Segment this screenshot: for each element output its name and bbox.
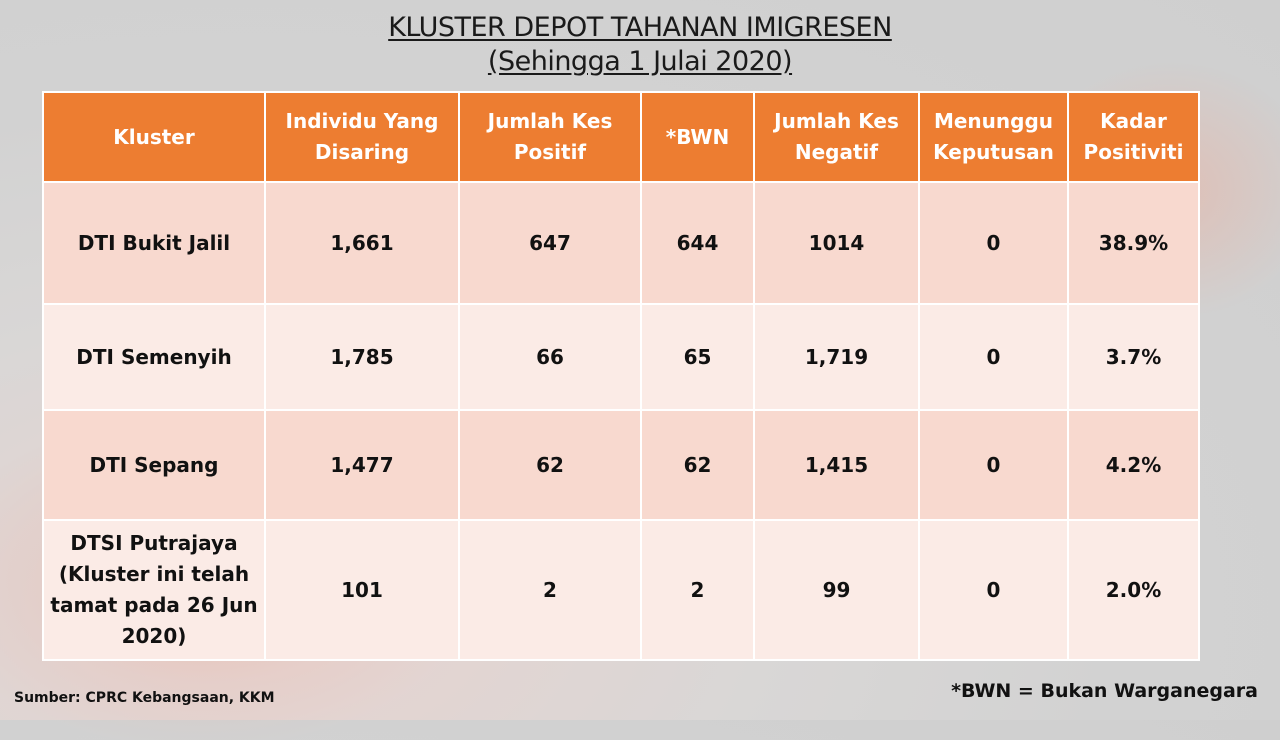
header-bwn: *BWN bbox=[640, 91, 755, 183]
table-header-row: Kluster Individu Yang Disaring Jumlah Ke… bbox=[42, 91, 1200, 183]
cell-individu-disaring: 1,661 bbox=[264, 181, 460, 305]
cell-bwn: 2 bbox=[640, 519, 755, 661]
cell-menunggu-keputusan: 0 bbox=[918, 409, 1069, 521]
cell-bwn: 65 bbox=[640, 303, 755, 411]
header-kes-positif: Jumlah Kes Positif bbox=[458, 91, 642, 183]
cell-kes-negatif: 1014 bbox=[753, 181, 920, 305]
cell-kes-negatif: 99 bbox=[753, 519, 920, 661]
bwn-footnote: *BWN = Bukan Warganegara bbox=[951, 680, 1258, 702]
header-kluster: Kluster bbox=[42, 91, 266, 183]
header-kes-negatif: Jumlah Kes Negatif bbox=[753, 91, 920, 183]
cell-kes-negatif: 1,415 bbox=[753, 409, 920, 521]
page-subtitle: (Sehingga 1 Julai 2020) bbox=[487, 46, 793, 77]
header-kadar-positiviti: Kadar Positiviti bbox=[1067, 91, 1200, 183]
cell-kadar-positiviti: 2.0% bbox=[1067, 519, 1200, 661]
cell-bwn: 644 bbox=[640, 181, 755, 305]
cell-individu-disaring: 101 bbox=[264, 519, 460, 661]
cluster-table: Kluster Individu Yang Disaring Jumlah Ke… bbox=[42, 91, 1200, 661]
cell-menunggu-keputusan: 0 bbox=[918, 181, 1069, 305]
header-menunggu-keputusan: Menunggu Keputusan bbox=[918, 91, 1069, 183]
table-row: DTI Bukit Jalil 1,661 647 644 1014 0 38.… bbox=[42, 181, 1200, 305]
cell-individu-disaring: 1,785 bbox=[264, 303, 460, 411]
cell-kluster: DTI Semenyih bbox=[42, 303, 266, 411]
cell-kes-positif: 62 bbox=[458, 409, 642, 521]
cell-kadar-positiviti: 38.9% bbox=[1067, 181, 1200, 305]
cell-kes-negatif: 1,719 bbox=[753, 303, 920, 411]
header-individu-disaring: Individu Yang Disaring bbox=[264, 91, 460, 183]
table-row: DTI Sepang 1,477 62 62 1,415 0 4.2% bbox=[42, 409, 1200, 521]
cell-menunggu-keputusan: 0 bbox=[918, 303, 1069, 411]
table-row: DTSI Putrajaya (Kluster ini telah tamat … bbox=[42, 519, 1200, 661]
cell-kes-positif: 647 bbox=[458, 181, 642, 305]
cell-kluster: DTI Sepang bbox=[42, 409, 266, 521]
table-row: DTI Semenyih 1,785 66 65 1,719 0 3.7% bbox=[42, 303, 1200, 411]
cell-menunggu-keputusan: 0 bbox=[918, 519, 1069, 661]
cell-kluster: DTSI Putrajaya (Kluster ini telah tamat … bbox=[42, 519, 266, 661]
cell-kluster: DTI Bukit Jalil bbox=[42, 181, 266, 305]
page-title: KLUSTER DEPOT TAHANAN IMIGRESEN bbox=[388, 12, 892, 43]
cell-kes-positif: 66 bbox=[458, 303, 642, 411]
source-note: Sumber: CPRC Kebangsaan, KKM bbox=[14, 690, 275, 706]
cell-bwn: 62 bbox=[640, 409, 755, 521]
cell-kadar-positiviti: 4.2% bbox=[1067, 409, 1200, 521]
cell-kes-positif: 2 bbox=[458, 519, 642, 661]
cell-individu-disaring: 1,477 bbox=[264, 409, 460, 521]
cell-kadar-positiviti: 3.7% bbox=[1067, 303, 1200, 411]
